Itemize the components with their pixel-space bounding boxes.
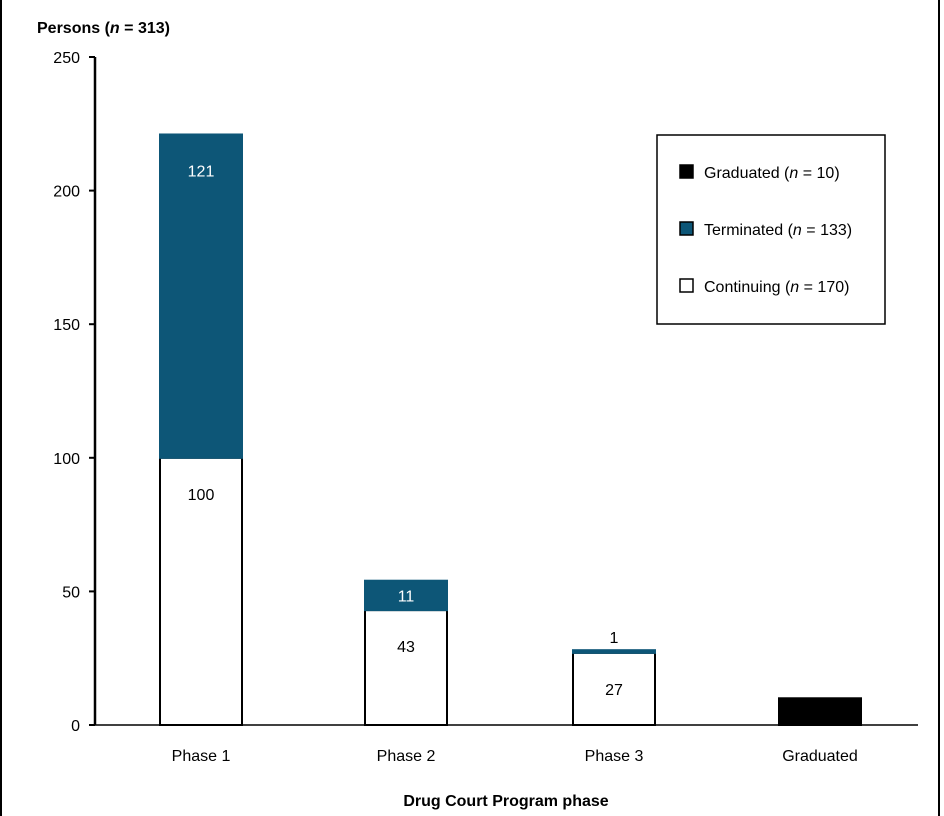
legend-label-graduated: Graduated (n = 10) (704, 165, 840, 182)
bars (159, 133, 862, 727)
x-category-label: Graduated (782, 748, 858, 765)
y-tick-label: 200 (53, 184, 80, 201)
data-labels: 100 121 43 11 27 1 10 (188, 163, 829, 721)
y-tick-label: 0 (71, 718, 80, 735)
bar-segment-continuing (572, 651, 656, 727)
y-axis-title-n: n (110, 20, 120, 37)
data-label: 11 (398, 588, 415, 605)
bar-segment-graduated (778, 697, 862, 727)
bar-segment-terminated (364, 579, 448, 612)
data-label: 1 (610, 630, 619, 647)
y-axis-title-suffix: = 313) (120, 20, 170, 37)
data-label: 10 (811, 705, 829, 722)
legend: Graduated (n = 10) Terminated (n = 133) Co… (656, 134, 886, 325)
bar-segment-continuing (159, 456, 243, 726)
legend-swatch-continuing (679, 278, 694, 293)
bar-segment-terminated (572, 649, 656, 654)
data-label: 100 (188, 487, 215, 504)
data-label: 121 (188, 163, 215, 180)
y-tick-label: 250 (53, 50, 80, 67)
x-category-label: Phase 1 (172, 748, 231, 765)
y-tick-label: 150 (53, 317, 80, 334)
legend-swatch-terminated (679, 221, 694, 236)
x-axis-title: Drug Court Program phase (403, 793, 608, 810)
legend-label-continuing: Continuing (n = 170) (704, 279, 849, 296)
x-category-label: Phase 3 (585, 748, 644, 765)
legend-box (656, 134, 886, 325)
data-label: 43 (397, 639, 415, 656)
bar-segment-continuing (364, 609, 448, 726)
y-tick-label: 50 (62, 584, 80, 601)
x-category-labels: Phase 1 Phase 2 Phase 3 Graduated (172, 748, 858, 765)
legend-swatch-graduated (679, 164, 694, 179)
x-category-label: Phase 2 (377, 748, 436, 765)
y-tick-label: 100 (53, 451, 80, 468)
y-axis-title: Persons (n = 313) (37, 20, 170, 37)
legend-label-terminated: Terminated (n = 133) (704, 222, 852, 239)
data-label: 27 (605, 682, 623, 699)
bar-segment-terminated (159, 133, 243, 459)
y-axis-title-prefix: Persons ( (37, 20, 111, 37)
